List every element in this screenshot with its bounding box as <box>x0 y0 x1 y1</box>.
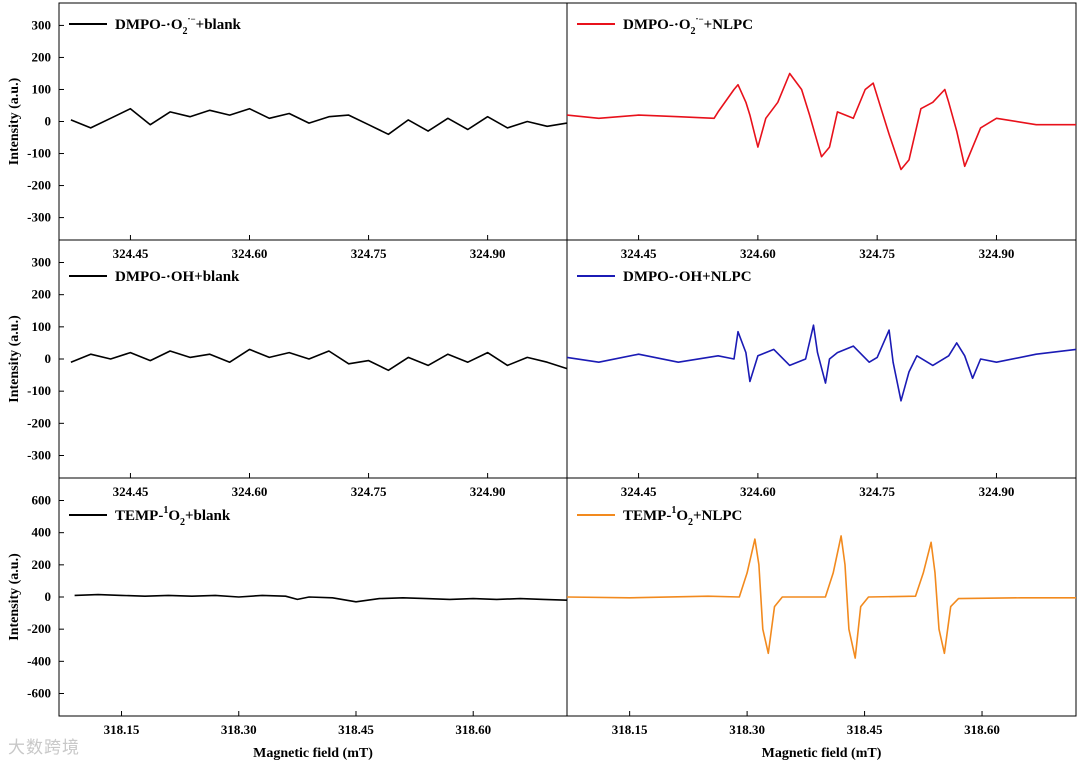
legend-superscript: ·− <box>696 14 704 24</box>
x-tick-label: 324.60 <box>740 484 776 499</box>
x-tick-label: 324.90 <box>979 484 1015 499</box>
legend-label: DMPO-·O2·−+blank <box>115 14 242 37</box>
series-line <box>566 72 1076 171</box>
y-tick-label: -100 <box>27 146 51 161</box>
y-tick-label: 200 <box>32 49 52 64</box>
x-tick-label: 318.30 <box>729 722 765 737</box>
series-line <box>70 107 568 136</box>
y-tick-label: 400 <box>32 525 52 540</box>
legend-text: +blank <box>196 17 242 33</box>
series-line <box>566 535 1076 659</box>
panel-p5: -600 -400 -200 0 200 400 600 Intensity (a.u.) 31… <box>7 477 568 761</box>
legend-label: DMPO-·OH+NLPC <box>623 269 752 285</box>
y-tick-label: 100 <box>32 81 52 96</box>
y-tick-label: -300 <box>27 210 51 225</box>
x-tick-label: 318.15 <box>612 722 648 737</box>
series-line <box>70 348 568 372</box>
legend-superscript: ·− <box>188 14 196 24</box>
legend-text: DMPO-·OH+NLPC <box>623 269 752 285</box>
legend-text: O <box>676 508 688 524</box>
y-tick-label: -200 <box>27 415 51 430</box>
panel-p1: -300 -200 -100 0 100 200 300 Intensity (a.u.) 32… <box>7 2 568 261</box>
x-tick-label: 324.75 <box>859 246 895 261</box>
x-axis-title: Magnetic field (mT) <box>762 746 882 761</box>
plot-frame <box>566 2 1077 241</box>
legend-superscript: 1 <box>671 505 676 516</box>
x-tick-label: 324.60 <box>232 246 268 261</box>
y-tick-label: 600 <box>32 493 52 508</box>
y-tick-label: 0 <box>45 351 52 366</box>
legend-text: TEMP- <box>623 508 671 524</box>
y-axis-title: Intensity (a.u.) <box>7 315 22 403</box>
x-tick-label: 318.60 <box>964 722 1000 737</box>
y-tick-label: -300 <box>27 447 51 462</box>
x-tick-label: 324.45 <box>113 246 149 261</box>
x-tick-label: 318.30 <box>221 722 257 737</box>
legend-subscript: 2 <box>183 26 188 37</box>
y-tick-label: -400 <box>27 653 51 668</box>
series-line <box>566 324 1077 402</box>
y-tick-label: -100 <box>27 383 51 398</box>
x-tick-label: 318.60 <box>455 722 491 737</box>
y-tick-label: -200 <box>27 621 51 636</box>
x-tick-label: 324.45 <box>621 484 657 499</box>
legend-text: +NLPC <box>693 508 742 524</box>
legend-label: DMPO-·O2·−+NLPC <box>623 14 753 37</box>
legend-subscript: 2 <box>688 517 693 528</box>
x-tick-label: 318.15 <box>104 722 140 737</box>
x-tick-label: 324.45 <box>621 246 657 261</box>
legend-label: DMPO-·OH+blank <box>115 269 240 285</box>
legend-label: TEMP-1O2+NLPC <box>623 505 742 528</box>
x-tick-label: 324.60 <box>740 246 776 261</box>
y-tick-label: -600 <box>27 685 51 700</box>
x-tick-label: 324.75 <box>859 484 895 499</box>
y-tick-label: 100 <box>32 319 52 334</box>
y-tick-label: 200 <box>32 557 52 572</box>
y-tick-label: 0 <box>45 114 52 129</box>
x-tick-label: 324.90 <box>470 246 506 261</box>
x-tick-label: 318.45 <box>847 722 883 737</box>
x-tick-label: 324.75 <box>351 246 387 261</box>
legend-text: DMPO-·O <box>115 17 183 33</box>
x-tick-label: 324.45 <box>113 484 149 499</box>
x-tick-label: 324.75 <box>351 484 387 499</box>
panel-p4: 324.45 324.60 324.75 324.90 DMPO-·OH+NLPC <box>566 239 1077 499</box>
panel-p3: -300 -200 -100 0 100 200 300 Intensity (a.u.) 32… <box>7 239 568 499</box>
legend-text: TEMP- <box>115 508 163 524</box>
series-line <box>74 593 568 603</box>
y-tick-label: 300 <box>32 17 52 32</box>
legend-text: +NLPC <box>704 17 753 33</box>
legend-text: O <box>168 508 180 524</box>
legend-text: +blank <box>185 508 231 524</box>
legend-subscript: 2 <box>180 517 185 528</box>
panel-p2: 324.45 324.60 324.75 324.90 DMPO-·O2·−+NLPC <box>566 2 1077 261</box>
x-tick-label: 324.90 <box>979 246 1015 261</box>
legend-subscript: 2 <box>691 26 696 37</box>
x-tick-label: 324.90 <box>470 484 506 499</box>
y-tick-label: 0 <box>45 589 52 604</box>
legend-superscript: 1 <box>163 505 168 516</box>
watermark: 大数跨境 <box>8 738 80 758</box>
y-axis-title: Intensity (a.u.) <box>7 553 22 641</box>
y-tick-label: 200 <box>32 287 52 302</box>
x-axis-title: Magnetic field (mT) <box>253 746 373 761</box>
panel-p6: 318.15 318.30 318.45 318.60 Magnetic field (… <box>566 477 1077 761</box>
x-tick-label: 318.45 <box>338 722 374 737</box>
legend-text: DMPO-·O <box>623 17 691 33</box>
legend-label: TEMP-1O2+blank <box>115 505 231 528</box>
y-tick-label: 300 <box>32 255 52 270</box>
y-axis-title: Intensity (a.u.) <box>7 77 22 165</box>
y-tick-label: -200 <box>27 178 51 193</box>
legend-text: DMPO-·OH+blank <box>115 269 240 285</box>
x-tick-label: 324.60 <box>232 484 268 499</box>
